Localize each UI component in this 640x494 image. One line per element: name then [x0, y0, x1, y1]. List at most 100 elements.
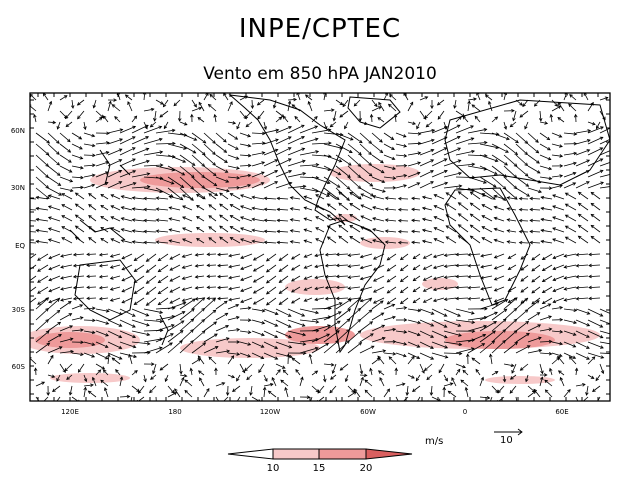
wind-vector-head: [372, 195, 376, 199]
wind-vector: [494, 253, 505, 259]
wind-vector-head: [586, 356, 590, 360]
wind-vector: [191, 154, 205, 167]
wind-vector-head: [336, 330, 340, 334]
wind-vector-head: [302, 184, 307, 189]
wind-vector: [578, 191, 589, 200]
wind-vector: [299, 338, 319, 343]
wind-vector: [215, 143, 227, 153]
wind-vector: [167, 330, 184, 343]
wind-vector: [169, 253, 181, 260]
wind-vector: [578, 213, 589, 222]
wind-vector-head: [133, 301, 138, 305]
wind-vector: [587, 308, 603, 317]
wind-vector: [419, 308, 434, 315]
wind-vector-head: [65, 123, 70, 128]
wind-vector-head: [48, 299, 53, 304]
wind-vector-head: [72, 296, 77, 301]
wind-vector: [395, 383, 405, 387]
wind-vector: [323, 176, 341, 188]
wind-vector-head: [481, 193, 486, 197]
wind-vector-head: [338, 235, 342, 240]
wind-vector-head: [590, 101, 594, 106]
wind-vector-head: [276, 218, 281, 223]
wind-vector: [354, 388, 361, 398]
wind-vector: [437, 99, 445, 106]
wind-vector-head: [157, 257, 162, 262]
wind-vector: [217, 264, 229, 267]
wind-vector: [155, 324, 175, 332]
wind-vector-head: [467, 274, 472, 279]
wind-vector: [377, 117, 385, 123]
wind-vector-head: [540, 228, 545, 233]
wind-vector-head: [397, 229, 402, 234]
wind-vector-head: [228, 297, 233, 302]
wind-vector-head: [324, 125, 328, 130]
wind-vector: [468, 297, 481, 300]
wind-vector: [419, 149, 434, 156]
wind-vector: [275, 147, 292, 156]
wind-vector-head: [552, 288, 557, 293]
wind-vector-head: [45, 151, 50, 156]
wind-vector-head: [338, 159, 343, 163]
wind-vector-head: [56, 125, 60, 130]
wind-vector-head: [79, 316, 84, 320]
wind-vector: [480, 253, 493, 257]
wind-vector-head: [208, 204, 212, 208]
wind-vector-head: [573, 320, 578, 325]
wind-vector: [299, 377, 303, 387]
wind-vector: [215, 325, 229, 332]
wind-vector: [530, 198, 541, 200]
wind-vector-head: [374, 103, 378, 108]
wind-vector: [479, 396, 490, 399]
wind-vector: [576, 286, 589, 289]
wind-vector-head: [379, 300, 384, 304]
wind-vector-head: [421, 369, 425, 374]
wind-vector: [599, 363, 604, 374]
wind-vector: [299, 125, 318, 134]
wind-vector-head: [403, 330, 408, 334]
wind-vector: [377, 355, 385, 365]
wind-vector-head: [411, 229, 415, 234]
wind-vector-head: [256, 102, 261, 106]
wind-vector: [95, 151, 109, 156]
wind-vector: [314, 275, 325, 279]
wind-vector-head: [223, 138, 227, 143]
wind-vector-head: [231, 374, 236, 379]
wind-vector: [131, 385, 140, 392]
wind-vector-head: [480, 275, 484, 280]
wind-vector-head: [564, 93, 568, 96]
wind-vector-head: [170, 333, 174, 337]
wind-vector-head: [573, 132, 578, 136]
wind-vector: [182, 264, 193, 269]
wind-vector: [253, 275, 265, 283]
wind-vector: [359, 165, 373, 177]
wind-vector-head: [344, 378, 349, 383]
wind-vector: [299, 138, 319, 145]
wind-vector-head: [535, 139, 539, 143]
wind-vector-head: [588, 252, 592, 257]
wind-vector: [251, 352, 264, 359]
x-tick-label: 120E: [61, 408, 79, 416]
wind-vector: [59, 313, 72, 321]
wind-vector-head: [79, 304, 84, 308]
wind-vector-head: [502, 185, 507, 190]
wind-vector: [434, 205, 445, 211]
wind-vector: [155, 165, 175, 171]
wind-vector: [385, 219, 397, 222]
wind-vector-head: [247, 134, 251, 138]
wind-vector-head: [364, 389, 369, 394]
wind-vector: [317, 385, 325, 394]
wind-vector: [240, 216, 253, 222]
wind-vector-head: [399, 278, 404, 283]
wind-vector: [110, 227, 121, 233]
wind-vector: [251, 330, 265, 336]
wind-vector-head: [56, 140, 60, 144]
wind-vector: [277, 208, 289, 211]
wind-vector: [372, 239, 385, 244]
wind-vector: [207, 275, 217, 277]
wind-vector: [378, 102, 385, 112]
wind-vector: [491, 318, 507, 332]
wind-vector-head: [179, 370, 183, 375]
x-tick-label: 60E: [555, 408, 568, 416]
wind-vector: [287, 148, 305, 156]
